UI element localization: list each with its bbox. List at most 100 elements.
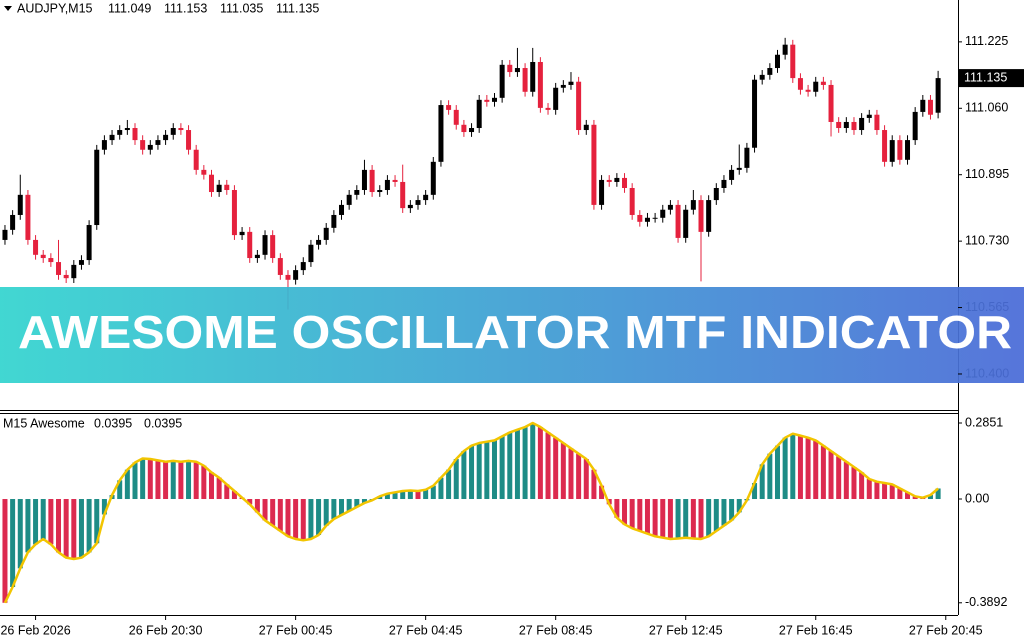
symbol-title: AUDJPY,M15 xyxy=(17,1,93,15)
candle-body xyxy=(683,209,689,238)
y-tick-label: 110.895 xyxy=(965,167,1009,181)
candle-body xyxy=(790,44,796,79)
oscillator-bar xyxy=(545,432,551,500)
candle-body xyxy=(163,134,169,141)
oscillator-bar xyxy=(262,499,268,521)
oscillator-bar xyxy=(63,499,69,558)
candle-body xyxy=(438,105,444,162)
candle-body xyxy=(591,124,597,205)
oscillator-value: 0.0395 xyxy=(94,416,132,430)
oscillator-bar xyxy=(277,499,283,532)
oscillator-bar xyxy=(86,499,92,553)
oscillator-bar xyxy=(231,491,237,500)
y-tick-label: 0.00 xyxy=(965,491,989,505)
candle-body xyxy=(537,61,543,108)
oscillator-bar xyxy=(491,440,497,500)
oscillator-bar xyxy=(407,490,413,500)
oscillator-bar xyxy=(767,453,773,500)
x-tick-label: 27 Feb 00:45 xyxy=(259,623,333,637)
oscillator-bar xyxy=(782,437,788,500)
oscillator-bar xyxy=(790,433,796,500)
oscillator-bar xyxy=(17,499,23,569)
candle-body xyxy=(927,99,933,115)
candle-body xyxy=(109,134,115,141)
banner-title: AWESOME OSCILLATOR MTF INDICATOR xyxy=(18,306,1012,358)
candle-body xyxy=(285,274,291,280)
candle-body xyxy=(920,99,926,112)
x-tick-label: 27 Feb 08:45 xyxy=(519,623,593,637)
candle-body xyxy=(346,194,352,205)
oscillator-bar xyxy=(415,491,421,500)
oscillator-bar xyxy=(56,499,62,553)
candle-body xyxy=(369,169,375,193)
candle-body xyxy=(407,204,413,209)
oscillator-bar xyxy=(905,492,911,500)
oscillator-bar xyxy=(820,445,826,500)
candle-body xyxy=(576,81,582,131)
candle-body xyxy=(851,121,857,131)
oscillator-bar xyxy=(186,460,192,500)
oscillator-bar xyxy=(721,499,727,526)
candle-body xyxy=(568,81,574,85)
x-tick-label: 27 Feb 04:45 xyxy=(389,623,463,637)
candle-body xyxy=(721,179,727,188)
candle-body xyxy=(323,227,329,240)
candle-body xyxy=(736,167,742,170)
candle-body xyxy=(912,111,918,141)
oscillator-bar xyxy=(224,484,230,500)
oscillator-title: M15 Awesome xyxy=(3,416,85,430)
oscillator-bar xyxy=(805,437,811,500)
candle-body xyxy=(239,231,245,236)
oscillator-bar xyxy=(889,484,895,500)
oscillator-bar xyxy=(2,499,8,603)
candle-body xyxy=(316,239,322,245)
oscillator-bar xyxy=(660,499,666,538)
candle-body xyxy=(706,200,712,232)
oscillator-bar xyxy=(522,427,528,500)
candle-body xyxy=(614,177,620,182)
x-tick-label: 27 Feb 20:45 xyxy=(909,623,983,637)
banner xyxy=(0,287,1024,383)
oscillator-bar xyxy=(254,499,260,513)
oscillator-bar xyxy=(637,499,643,532)
candle-body xyxy=(476,99,482,129)
candle-body xyxy=(17,194,23,215)
oscillator-bar xyxy=(33,499,39,545)
candle-body xyxy=(124,128,130,131)
oscillator-bar xyxy=(71,499,77,560)
oscillator-bar xyxy=(591,469,597,500)
oscillator-bar xyxy=(140,458,146,500)
candle-body xyxy=(140,140,146,150)
oscillator-bar xyxy=(94,499,100,544)
oscillator-bar xyxy=(25,499,31,553)
oscillator-bar xyxy=(216,477,222,500)
candle-body xyxy=(339,204,345,215)
oscillator-bar xyxy=(499,436,505,500)
candle-body xyxy=(553,87,559,110)
candle-body xyxy=(652,217,658,219)
oscillator-bar xyxy=(560,443,566,500)
oscillator-bar xyxy=(927,495,933,500)
oscillator-bar xyxy=(446,469,452,500)
oscillator-bar xyxy=(40,499,46,540)
candle-body xyxy=(820,81,826,85)
oscillator-bar xyxy=(568,448,574,500)
candle-body xyxy=(117,130,123,135)
oscillator-bar xyxy=(652,499,658,537)
candle-body xyxy=(813,81,819,92)
oscillator-bar xyxy=(897,488,903,500)
candle-body xyxy=(889,140,895,162)
oscillator-bar xyxy=(706,499,712,537)
candle-body xyxy=(2,229,8,240)
candle-body xyxy=(522,68,528,92)
oscillator-bar xyxy=(644,499,650,534)
oscillator-bar xyxy=(690,499,696,539)
y-tick-label: 111.225 xyxy=(965,34,1008,48)
oscillator-value: 0.0395 xyxy=(144,416,182,430)
candle-body xyxy=(208,174,214,193)
candle-body xyxy=(637,214,643,222)
candle-body xyxy=(25,194,31,240)
candle-body xyxy=(147,144,153,150)
